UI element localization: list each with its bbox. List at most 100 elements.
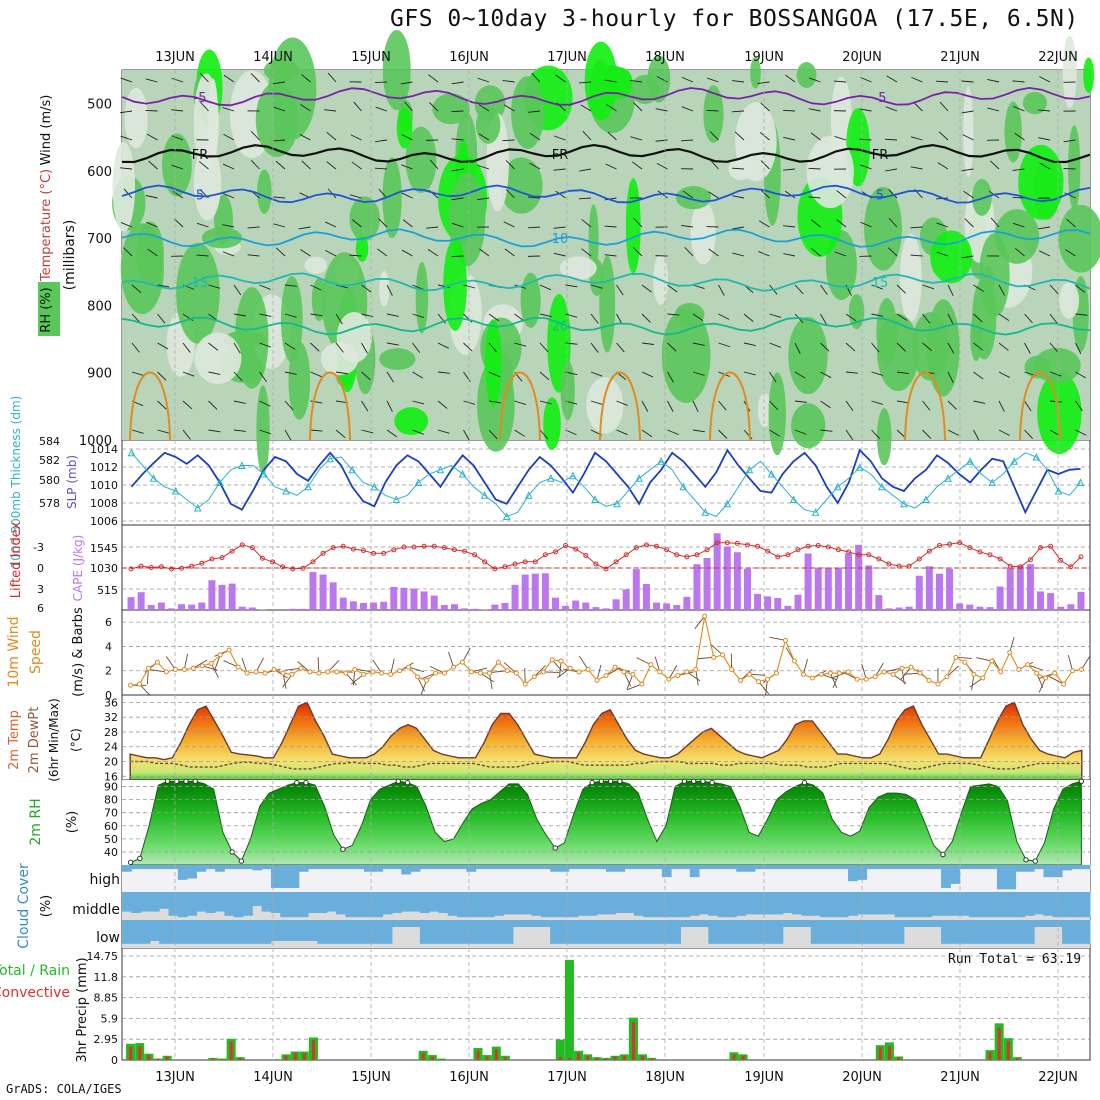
wind-barb-10m xyxy=(317,657,320,674)
wind-barb xyxy=(502,79,515,83)
cape-bar xyxy=(238,606,246,610)
wind-barb xyxy=(820,284,828,296)
wind-axis-label-c: (m/s) & Barbs xyxy=(71,607,86,697)
wind-marker xyxy=(756,679,762,685)
cape-bar xyxy=(642,584,650,610)
wind-marker xyxy=(208,660,214,666)
cape-bar xyxy=(855,544,863,610)
cloud-cell xyxy=(401,920,412,927)
wind-marker xyxy=(217,652,223,658)
precip-conv-bar xyxy=(1006,1040,1010,1060)
wind-barb xyxy=(145,195,158,199)
wind-barb-10m xyxy=(327,660,340,673)
cape-bar xyxy=(471,608,479,610)
cloud-cell xyxy=(419,865,430,870)
cloud-cell xyxy=(1080,920,1091,944)
precip-tick: 5.9 xyxy=(101,1012,119,1025)
wind-barb xyxy=(973,429,980,441)
cloud-cell xyxy=(308,892,318,913)
cape-bar xyxy=(157,602,165,610)
rh-blob xyxy=(336,311,373,363)
cloud-cell xyxy=(792,920,802,927)
cloud-cell xyxy=(540,865,551,870)
wind-barb xyxy=(936,222,949,228)
wind-barb xyxy=(527,226,541,229)
wind-marker xyxy=(738,677,744,683)
cloud-cell xyxy=(885,865,896,870)
wind-barb xyxy=(794,284,804,295)
rh-blob xyxy=(1058,204,1100,273)
rh-swatch xyxy=(38,282,60,336)
temp-tick: 20 xyxy=(104,756,118,769)
cloud-cell xyxy=(447,865,458,870)
wind-barb xyxy=(998,284,1006,296)
thickness-marker xyxy=(193,503,202,512)
wind-barb xyxy=(401,192,413,199)
cloud-cell xyxy=(364,892,374,918)
thickness-marker xyxy=(149,474,158,482)
cloud-cell xyxy=(875,865,886,870)
wind-marker xyxy=(531,674,537,680)
rh-axis-label-a: 2m RH xyxy=(28,798,44,845)
rh-blob xyxy=(256,385,270,475)
wind-barb xyxy=(502,139,515,142)
cloud-cell xyxy=(1006,865,1017,890)
wind-barb xyxy=(783,253,796,257)
wind-barb-10m xyxy=(471,667,488,673)
cloud-cell xyxy=(894,865,905,870)
li-marker xyxy=(654,543,660,549)
wind-barb xyxy=(157,371,167,381)
isotherm-label: 5 xyxy=(196,188,204,203)
rh-blob xyxy=(630,74,660,105)
isotherm-label: 20 xyxy=(552,320,569,335)
wind-marker xyxy=(872,674,878,680)
wind-barb xyxy=(451,138,464,141)
cloud-cell xyxy=(987,892,998,918)
wind-barb xyxy=(998,342,1009,351)
wind-marker xyxy=(1061,681,1067,687)
precip-conv-bar xyxy=(650,1058,654,1060)
wind-barb xyxy=(171,164,184,170)
cloud-cell xyxy=(810,892,821,916)
wind-frame xyxy=(121,609,1091,696)
cape-bar xyxy=(501,602,509,610)
rh-blob xyxy=(484,319,502,406)
wind-barb xyxy=(171,109,184,112)
cloud-cell xyxy=(429,920,439,944)
rh-blob xyxy=(1004,101,1022,163)
wind-barb xyxy=(783,225,796,228)
wind-barb xyxy=(426,226,439,229)
wind-barb xyxy=(553,168,566,171)
cloud-cell xyxy=(410,865,421,872)
wind-barb xyxy=(539,400,552,405)
wind-barb xyxy=(250,73,260,83)
wind-barb xyxy=(692,313,704,322)
precip-conv-bar xyxy=(421,1052,425,1060)
wind-marker xyxy=(675,673,681,679)
isotherm-line xyxy=(121,272,1091,292)
li-marker xyxy=(189,563,195,569)
cloud-cell xyxy=(391,920,402,927)
wind-barb xyxy=(896,400,909,404)
wind-barb-10m xyxy=(668,665,678,680)
wind-barb xyxy=(565,313,578,318)
wind-barb xyxy=(514,429,525,437)
li-line xyxy=(130,542,1082,570)
cape-tick: 1030 xyxy=(90,562,118,575)
wind-barb-10m xyxy=(1067,655,1073,671)
wind-barb-10m xyxy=(223,660,239,668)
wind-barb xyxy=(1038,250,1051,257)
cape-bar xyxy=(521,574,529,610)
cape-bar xyxy=(723,546,731,610)
rh-blob xyxy=(586,377,624,434)
top-date-label: 17JUN xyxy=(547,50,587,65)
cape-bar xyxy=(885,608,893,610)
wind-barb xyxy=(335,429,346,439)
wind-barb xyxy=(667,313,680,316)
li-marker xyxy=(744,542,750,548)
cape-bar xyxy=(1016,565,1024,610)
rh-blob xyxy=(136,221,164,287)
wind-marker xyxy=(406,664,412,670)
li-marker xyxy=(138,563,144,569)
wind-barb xyxy=(718,400,727,411)
